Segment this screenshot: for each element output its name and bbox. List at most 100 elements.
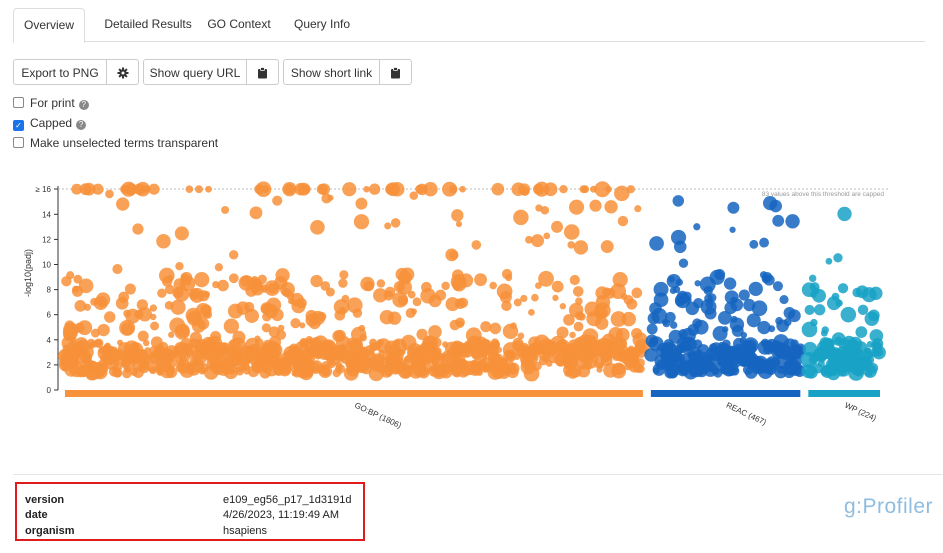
term-dot	[321, 193, 332, 204]
term-dot	[387, 311, 402, 325]
export-png-button[interactable]: Export to PNG	[13, 59, 107, 85]
term-dot	[68, 350, 76, 357]
term-dot	[203, 290, 211, 298]
term-dot	[857, 304, 869, 316]
term-dot	[153, 348, 167, 362]
term-dot	[575, 297, 583, 306]
term-dot	[517, 332, 525, 340]
copy-query-url-button[interactable]	[247, 59, 279, 85]
transparent-checkbox[interactable]	[13, 137, 24, 148]
term-dot	[703, 285, 713, 296]
help-icon[interactable]: ?	[78, 100, 89, 110]
term-dot	[759, 271, 768, 279]
term-dot	[701, 360, 711, 370]
term-dot	[305, 338, 316, 349]
term-dot	[205, 185, 212, 193]
term-dot	[626, 298, 638, 310]
term-dot	[159, 363, 175, 379]
term-dot	[491, 182, 505, 196]
tab-go-context[interactable]: GO Context	[207, 17, 271, 31]
term-dot	[499, 290, 512, 304]
query-info-box: version e109_eg56_p17_1d3191d date 4/26/…	[15, 482, 365, 541]
term-dots	[58, 181, 886, 382]
term-dot	[772, 214, 785, 227]
term-dot	[808, 274, 817, 283]
tab-query-info[interactable]: Query Info	[293, 17, 351, 31]
term-dot	[223, 318, 240, 334]
term-dot	[310, 310, 326, 326]
term-dot	[156, 366, 165, 375]
y-tick-label: 6	[47, 311, 52, 320]
term-dot	[693, 298, 704, 309]
term-dot	[668, 329, 683, 344]
term-dot	[97, 323, 110, 337]
term-dot	[742, 337, 759, 354]
term-dot	[61, 276, 72, 287]
help-icon[interactable]: ?	[76, 120, 87, 130]
term-dot	[132, 223, 144, 235]
term-dot	[551, 220, 564, 233]
y-tick-label: 14	[42, 210, 51, 219]
settings-button[interactable]	[107, 59, 139, 85]
term-dot	[441, 281, 450, 291]
tab-overview[interactable]: Overview	[13, 8, 85, 43]
term-dot	[339, 270, 349, 280]
term-dot	[362, 357, 374, 369]
term-dot	[513, 298, 522, 307]
term-dot	[183, 342, 196, 356]
option-capped[interactable]: ✓ Capped?	[13, 116, 87, 131]
term-dot	[251, 282, 265, 296]
term-dot	[332, 344, 349, 361]
option-transparent[interactable]: Make unselected terms transparent	[13, 136, 218, 150]
term-dot	[486, 362, 495, 371]
show-short-link-button[interactable]: Show short link	[283, 59, 380, 85]
term-dot	[104, 342, 111, 349]
term-dot	[543, 182, 558, 197]
date-value: 4/26/2023, 11:19:49 AM	[223, 509, 339, 521]
term-dot	[837, 206, 852, 222]
term-dot	[156, 234, 171, 249]
copy-short-link-button[interactable]	[380, 59, 412, 85]
term-dot	[199, 363, 209, 373]
term-dot	[399, 349, 406, 356]
clipboard-icon	[391, 67, 400, 79]
term-dot	[435, 289, 447, 301]
term-dot	[445, 297, 460, 312]
term-dot	[73, 274, 83, 284]
term-dot	[633, 344, 648, 358]
term-dot	[165, 284, 175, 295]
term-dot	[689, 369, 698, 377]
term-dot	[665, 364, 680, 378]
term-dot	[128, 185, 136, 193]
show-query-url-button[interactable]: Show query URL	[143, 59, 247, 85]
term-dot	[518, 344, 532, 358]
term-dot	[323, 340, 336, 353]
term-dot	[738, 289, 750, 301]
term-dot	[143, 339, 150, 347]
term-dot	[533, 183, 545, 195]
tab-detailed-results[interactable]: Detailed Results	[104, 17, 192, 31]
term-dot	[286, 291, 295, 300]
term-dot	[805, 366, 818, 379]
organism-label: organism	[25, 525, 75, 537]
term-dot	[393, 281, 405, 293]
term-dot	[415, 184, 425, 194]
term-dot	[92, 183, 104, 195]
term-dot	[310, 220, 325, 235]
term-dot	[428, 325, 442, 339]
option-for-print[interactable]: For print?	[13, 96, 89, 110]
term-dot	[601, 355, 610, 363]
term-dot	[316, 183, 328, 195]
term-dot	[810, 318, 818, 327]
for-print-checkbox[interactable]	[13, 97, 24, 108]
term-dot	[551, 280, 564, 293]
term-dot	[351, 326, 367, 343]
term-dot	[597, 309, 605, 318]
source-bar	[808, 390, 880, 397]
capped-checkbox[interactable]: ✓	[13, 120, 24, 131]
term-dot	[833, 253, 843, 263]
term-dot	[390, 218, 401, 228]
term-dot	[368, 183, 381, 195]
term-dot	[825, 257, 833, 265]
term-dot	[633, 363, 644, 374]
